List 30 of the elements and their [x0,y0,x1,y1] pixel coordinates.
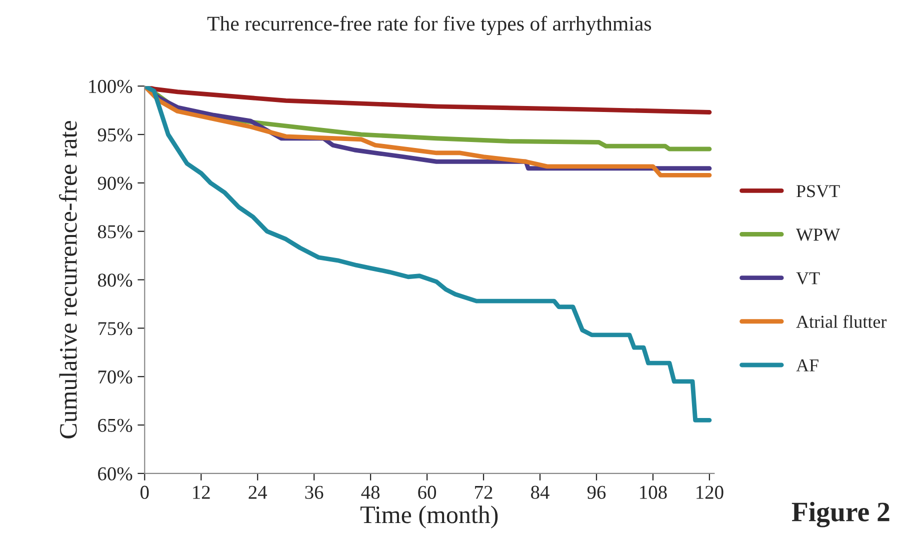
y-axis-title: Cumulative recurrence-free rate [58,121,77,438]
legend-label: VT [796,272,820,284]
x-tick-label: 48 [361,486,380,499]
x-tick-label: 120 [696,486,724,499]
legend-label: Atrial flutter [796,315,887,328]
legend-label: PSVT [796,185,840,198]
x-tick-label: 72 [475,486,492,499]
y-tick-label: 95% [98,128,132,142]
legend-label: WPW [796,228,840,241]
x-tick-label: 36 [305,486,324,499]
x-tick-label: 96 [587,486,606,499]
y-tick-label: 85% [98,225,132,238]
x-tick-label: 60 [418,486,436,499]
line-series [144,86,712,422]
y-tick-label: 90% [98,176,132,190]
y-tick-label: 100% [89,80,132,94]
x-tick-label: 12 [193,486,210,499]
x-tick-label: 84 [531,486,550,499]
y-tick-label: 65% [98,418,132,432]
x-tick-label: 108 [640,486,667,499]
x-axis-title: Time (month) [360,506,498,528]
x-tick-label: 24 [248,486,268,499]
y-tick-label: 60% [98,467,132,480]
caption: Figure 2 [792,502,890,528]
x-tick-label: 0 [140,486,149,499]
legend-label: AF [796,359,818,372]
y-tick-label: 75% [98,322,132,336]
chart-title: The recurrence-free rate for five types of arrhythmias [207,16,652,36]
y-tick-label: 80% [98,274,132,287]
y-tick-label: 70% [98,370,132,384]
